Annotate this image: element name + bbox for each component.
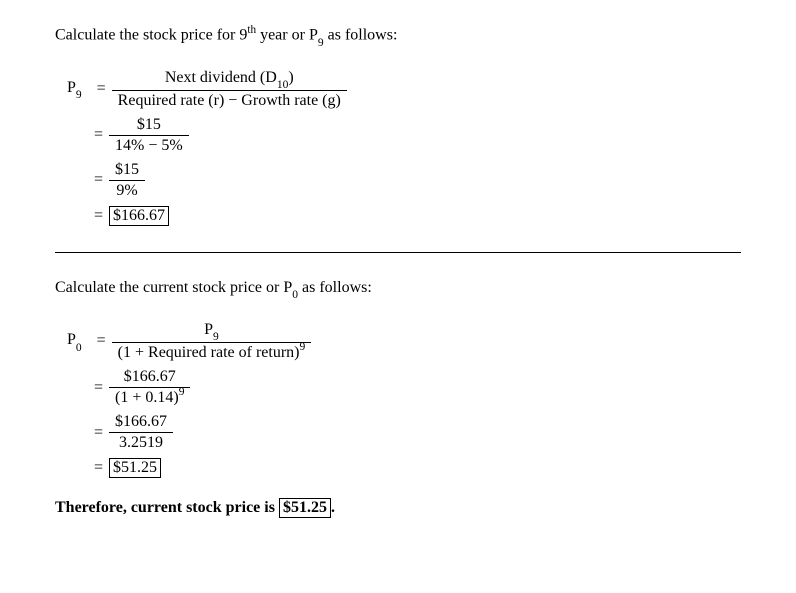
section2-frac1-num-var: P bbox=[204, 321, 213, 338]
section2-frac1-den: (1 + Required rate of return)9 bbox=[112, 343, 312, 362]
section2-result-box: $51.25 bbox=[109, 458, 161, 478]
section1-frac3: $15 9% bbox=[109, 161, 145, 200]
section2-lhs-var: P bbox=[67, 331, 76, 348]
section2-frac2-den-exp: 9 bbox=[179, 386, 185, 398]
section1-eq-row3: = $15 9% bbox=[67, 161, 741, 200]
section1-frac1-den: Required rate (r) − Growth rate (g) bbox=[112, 91, 347, 110]
equals-sign: = bbox=[85, 379, 109, 397]
section1-frac2-den: 14% − 5% bbox=[109, 136, 189, 155]
section2-intro: Calculate the current stock price or P0 … bbox=[55, 279, 741, 299]
section1-eq-row2: = $15 14% − 5% bbox=[67, 116, 741, 155]
section1-lhs-var: P bbox=[67, 79, 76, 96]
equals-sign: = bbox=[85, 171, 109, 189]
section1-intro-text-mid: year or P bbox=[256, 26, 318, 43]
section1-intro-text-post: as follows: bbox=[324, 26, 398, 43]
section1-frac1-num-post: ) bbox=[288, 69, 293, 86]
equals-sign: = bbox=[85, 424, 109, 442]
section2-frac1: P9 (1 + Required rate of return)9 bbox=[112, 321, 312, 362]
section2-eq-row3: = $166.67 3.2519 bbox=[67, 413, 741, 452]
section2-frac1-den-base: (1 + Required rate of return) bbox=[118, 344, 300, 361]
section1-intro-sup: th bbox=[247, 24, 256, 36]
section1-result-box: $166.67 bbox=[109, 206, 169, 226]
section2-frac3: $166.67 3.2519 bbox=[109, 413, 173, 452]
section2-frac1-den-exp: 9 bbox=[300, 341, 306, 353]
section1-lhs-sub: 9 bbox=[76, 89, 82, 101]
section-divider bbox=[55, 252, 741, 253]
section2-intro-sub: 0 bbox=[292, 289, 298, 301]
final-value-box: $51.25 bbox=[279, 498, 331, 518]
section2-intro-text-pre: Calculate the current stock price or P bbox=[55, 279, 292, 296]
section1-frac1-num-sub: 10 bbox=[277, 79, 289, 91]
section1-frac3-num: $15 bbox=[109, 161, 145, 181]
section1-frac2-num: $15 bbox=[109, 116, 189, 136]
section1-frac1-num: Next dividend (D10) bbox=[112, 69, 347, 91]
section2-lhs-sub: 0 bbox=[76, 342, 82, 354]
section1-intro-text-pre: Calculate the stock price for 9 bbox=[55, 26, 247, 43]
section1-frac2: $15 14% − 5% bbox=[109, 116, 189, 155]
final-post: . bbox=[331, 499, 335, 516]
section2-frac1-num-sub: 9 bbox=[213, 331, 219, 343]
final-statement: Therefore, current stock price is $51.25… bbox=[55, 498, 741, 518]
section2-frac3-num: $166.67 bbox=[109, 413, 173, 433]
section2-eq-row2: = $166.67 (1 + 0.14)9 bbox=[67, 368, 741, 407]
section2-equations: P0 = P9 (1 + Required rate of return)9 =… bbox=[67, 321, 741, 478]
section1-frac3-den: 9% bbox=[109, 181, 145, 200]
section2-frac2: $166.67 (1 + 0.14)9 bbox=[109, 368, 190, 407]
section2-eq-row1: P0 = P9 (1 + Required rate of return)9 bbox=[67, 321, 741, 362]
section1-lhs: P9 bbox=[67, 79, 88, 99]
final-pre: Therefore, current stock price is bbox=[55, 499, 279, 516]
equals-sign: = bbox=[85, 459, 109, 477]
section1-intro-sub: 9 bbox=[318, 37, 324, 49]
section2-intro-text-post: as follows: bbox=[298, 279, 372, 296]
section2-frac1-num: P9 bbox=[112, 321, 312, 343]
section1-intro: Calculate the stock price for 9th year o… bbox=[55, 24, 741, 47]
section2-lhs: P0 bbox=[67, 331, 88, 351]
section2-frac3-den: 3.2519 bbox=[109, 433, 173, 452]
section1-eq-row1: P9 = Next dividend (D10) Required rate (… bbox=[67, 69, 741, 110]
equals-sign: = bbox=[85, 126, 109, 144]
section1-frac1-num-pre: Next dividend (D bbox=[165, 69, 277, 86]
section1-eq-row4: = $166.67 bbox=[67, 206, 741, 226]
equals-sign: = bbox=[88, 80, 112, 98]
section1-equations: P9 = Next dividend (D10) Required rate (… bbox=[67, 69, 741, 226]
section2-eq-row4: = $51.25 bbox=[67, 458, 741, 478]
equals-sign: = bbox=[88, 332, 112, 350]
section1-frac1: Next dividend (D10) Required rate (r) − … bbox=[112, 69, 347, 110]
page-container: Calculate the stock price for 9th year o… bbox=[0, 0, 796, 558]
section2-frac2-den-base: (1 + 0.14) bbox=[115, 389, 179, 406]
equals-sign: = bbox=[85, 207, 109, 225]
section2-frac2-den: (1 + 0.14)9 bbox=[109, 388, 190, 407]
